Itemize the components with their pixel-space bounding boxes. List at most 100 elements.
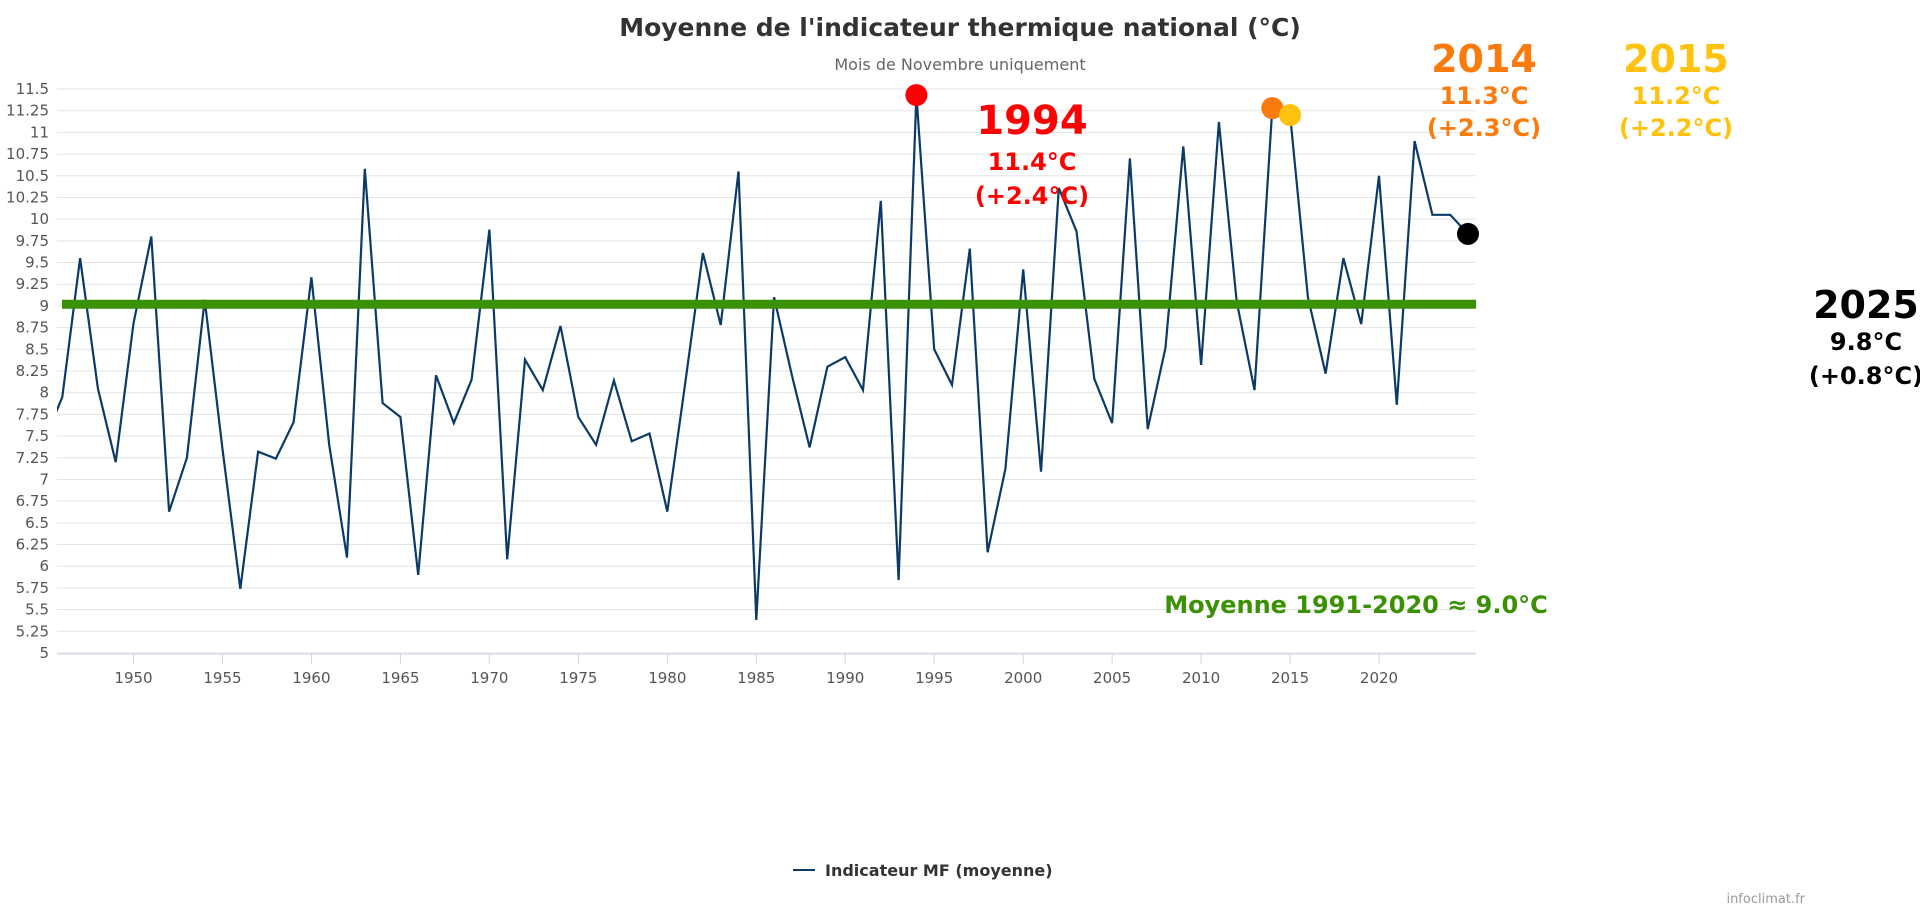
data-point[interactable] — [56, 391, 68, 403]
data-point[interactable] — [1142, 423, 1154, 435]
data-point[interactable] — [661, 506, 673, 518]
grid — [57, 88, 1476, 654]
data-point[interactable] — [1373, 170, 1385, 182]
data-point[interactable] — [715, 319, 727, 331]
data-point[interactable] — [466, 374, 478, 386]
data-point[interactable] — [964, 243, 976, 255]
data-point[interactable] — [412, 569, 424, 581]
data-point[interactable] — [1426, 209, 1438, 221]
data-point[interactable] — [537, 384, 549, 396]
y-tick-label: 5.75 — [16, 579, 49, 597]
y-tick-label: 10.25 — [6, 188, 49, 206]
data-point[interactable] — [804, 441, 816, 453]
x-tick-label: 2015 — [1271, 669, 1309, 687]
data-point[interactable] — [928, 343, 940, 355]
data-point[interactable] — [394, 411, 406, 423]
data-point[interactable] — [252, 446, 264, 458]
data-point[interactable] — [92, 382, 104, 394]
data-point[interactable] — [323, 439, 335, 451]
y-tick-label: 8 — [39, 384, 49, 402]
series — [56, 95, 1469, 626]
data-point[interactable] — [1124, 152, 1136, 164]
y-tick-label: 10.5 — [16, 167, 49, 185]
data-point[interactable] — [590, 439, 602, 451]
data-point[interactable] — [1035, 466, 1047, 478]
data-point[interactable] — [572, 411, 584, 423]
annotation-anomaly: (+0.8°C) — [1809, 362, 1920, 390]
data-point[interactable] — [982, 546, 994, 558]
highlight-point-1994[interactable] — [905, 84, 928, 107]
data-point[interactable] — [359, 163, 371, 175]
data-point[interactable] — [697, 247, 709, 259]
data-point[interactable] — [1248, 384, 1260, 396]
data-point[interactable] — [181, 452, 193, 464]
annotation-anomaly: (+2.3°C) — [1427, 114, 1541, 142]
data-point[interactable] — [501, 553, 513, 565]
data-point[interactable] — [1337, 252, 1349, 264]
data-point[interactable] — [750, 614, 762, 626]
data-point[interactable] — [430, 369, 442, 381]
annotation-temp: 11.3°C — [1440, 82, 1529, 110]
credits[interactable]: infoclimat.fr — [1726, 892, 1805, 907]
data-point[interactable] — [1213, 116, 1225, 128]
highlight-point-2014[interactable] — [1261, 97, 1284, 120]
data-point[interactable] — [270, 453, 282, 465]
data-point[interactable] — [857, 384, 869, 396]
y-tick-label: 5 — [39, 644, 49, 662]
data-point[interactable] — [839, 351, 851, 363]
data-point[interactable] — [875, 195, 887, 207]
data-point[interactable] — [946, 379, 958, 391]
data-point[interactable] — [74, 252, 86, 264]
data-point[interactable] — [679, 378, 691, 390]
annotation-anomaly: (+2.2°C) — [1619, 114, 1733, 142]
highlight-point-2015[interactable] — [1279, 104, 1302, 127]
data-point[interactable] — [448, 417, 460, 429]
data-point[interactable] — [483, 224, 495, 236]
data-point[interactable] — [234, 583, 246, 595]
data-point[interactable] — [1320, 368, 1332, 380]
data-point[interactable] — [163, 506, 175, 518]
data-point[interactable] — [377, 397, 389, 409]
data-point[interactable] — [821, 361, 833, 373]
data-point[interactable] — [1177, 140, 1189, 152]
chart-title: Moyenne de l'indicateur thermique nation… — [619, 13, 1301, 42]
data-point[interactable] — [786, 369, 798, 381]
x-tick-label: 1955 — [203, 669, 241, 687]
data-point[interactable] — [341, 552, 353, 564]
y-tick-label: 9.25 — [16, 275, 49, 293]
data-point[interactable] — [1391, 399, 1403, 411]
data-point[interactable] — [288, 416, 300, 428]
highlight-point-2025[interactable] — [1456, 222, 1479, 245]
legend-item[interactable]: Indicateur MF (moyenne) — [793, 861, 1053, 880]
data-point[interactable] — [555, 320, 567, 332]
y-tick-label: 9 — [39, 297, 49, 315]
data-point[interactable] — [893, 574, 905, 586]
data-point[interactable] — [1071, 225, 1083, 237]
data-point[interactable] — [732, 165, 744, 177]
data-point[interactable] — [644, 427, 656, 439]
data-point[interactable] — [626, 435, 638, 447]
data-point[interactable] — [305, 271, 317, 283]
data-point[interactable] — [216, 443, 228, 455]
data-point[interactable] — [1444, 209, 1456, 221]
data-point[interactable] — [519, 354, 531, 366]
annotation-temp: 11.2°C — [1632, 82, 1721, 110]
data-point[interactable] — [1195, 359, 1207, 371]
data-point[interactable] — [1017, 263, 1029, 275]
data-point[interactable] — [110, 456, 122, 468]
annotation-temp: 9.8°C — [1830, 328, 1902, 356]
annotation-anomaly: (+2.4°C) — [975, 182, 1089, 210]
data-point[interactable] — [128, 317, 140, 329]
data-point[interactable] — [145, 231, 157, 243]
data-point[interactable] — [999, 463, 1011, 475]
data-point[interactable] — [1160, 342, 1172, 354]
x-tick-label: 2000 — [1004, 669, 1042, 687]
data-point[interactable] — [1409, 135, 1421, 147]
y-axis: 5 5.25 5.5 5.75 6 6.25 6.5 6.75 7 7.25 7.5 7.75 8 8.2… — [6, 80, 49, 662]
data-point[interactable] — [1088, 373, 1100, 385]
y-tick-label: 6.75 — [16, 492, 49, 510]
data-point[interactable] — [1355, 318, 1367, 330]
data-point[interactable] — [1106, 417, 1118, 429]
data-point[interactable] — [608, 375, 620, 387]
